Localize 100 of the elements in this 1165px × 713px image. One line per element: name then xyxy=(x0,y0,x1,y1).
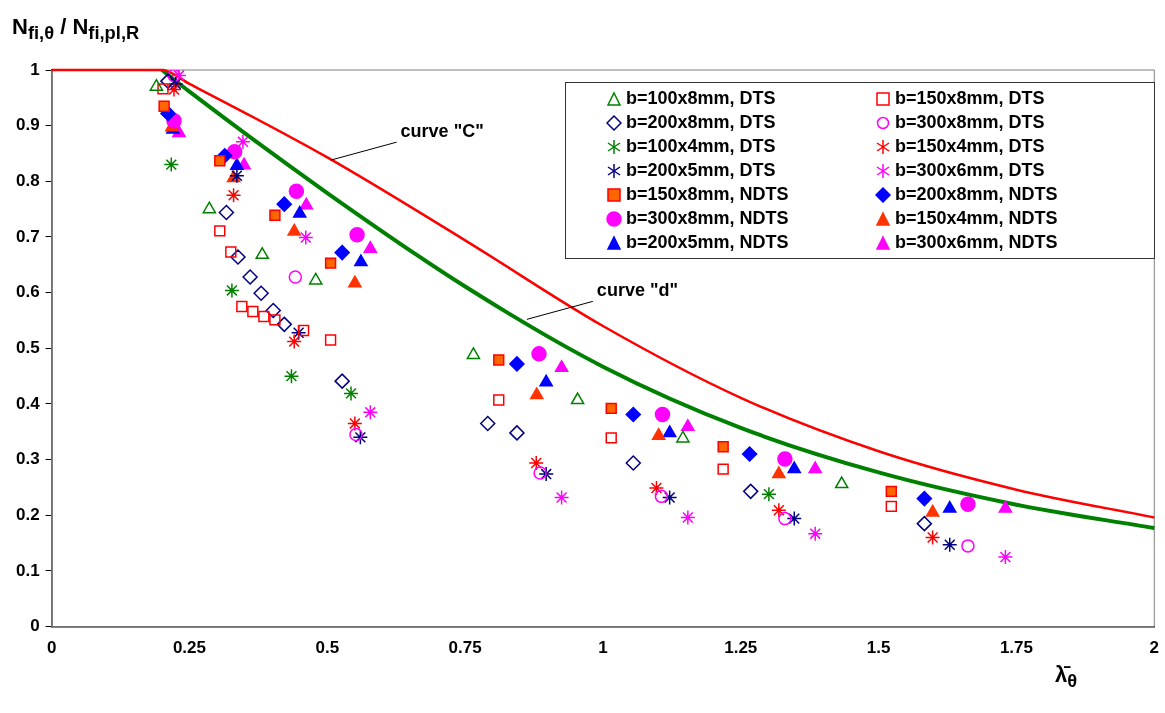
point xyxy=(553,489,570,506)
point xyxy=(651,427,666,440)
point xyxy=(479,415,496,432)
point xyxy=(662,425,677,438)
point xyxy=(276,316,293,333)
legend-label: b=200x8mm, NDTS xyxy=(895,183,1058,206)
point xyxy=(680,509,696,526)
point xyxy=(292,205,307,218)
point xyxy=(717,463,729,475)
y-tick-label: 0.5 xyxy=(15,337,40,357)
legend-label: b=100x8mm, DTS xyxy=(626,87,776,110)
point xyxy=(242,269,258,285)
point xyxy=(255,247,270,260)
point xyxy=(777,451,793,467)
point xyxy=(258,310,270,323)
x-tick-label: 0 xyxy=(46,638,57,658)
y-tick-label: 0.6 xyxy=(15,282,40,302)
point xyxy=(808,461,823,474)
point xyxy=(235,134,251,150)
y-tick-label: 0.1 xyxy=(15,560,40,580)
point xyxy=(230,249,246,265)
legend-label: b=200x5mm, DTS xyxy=(626,159,776,182)
point xyxy=(605,432,617,444)
point xyxy=(531,346,547,362)
point xyxy=(283,368,300,384)
y-axis-title: N$_{fi,θ}$ / N$_{fi,pl,R}$ xyxy=(12,14,140,45)
point xyxy=(554,360,569,373)
legend-label: b=300x6mm, DTS xyxy=(895,159,1045,182)
point xyxy=(343,385,359,402)
point xyxy=(334,244,350,261)
point xyxy=(742,483,759,500)
point xyxy=(778,511,792,526)
point xyxy=(924,529,941,546)
point xyxy=(288,183,305,200)
point xyxy=(247,305,259,318)
point xyxy=(157,83,169,95)
y-tick-label: 0.2 xyxy=(15,504,40,524)
x-axis-title: λ̄$_{θ}$ xyxy=(1055,662,1078,693)
y-tick-label: 0.3 xyxy=(15,449,40,469)
x-tick-label: 2 xyxy=(1149,638,1160,658)
legend-label: b=150x4mm, NDTS xyxy=(895,207,1058,230)
point xyxy=(352,429,369,446)
point xyxy=(885,485,897,498)
x-tick-label: 0.5 xyxy=(315,638,340,658)
point xyxy=(354,254,368,267)
point xyxy=(538,466,554,482)
point xyxy=(225,187,242,203)
point xyxy=(324,257,337,269)
point xyxy=(214,225,226,237)
point xyxy=(961,539,975,553)
point xyxy=(605,402,617,415)
point xyxy=(741,446,758,462)
point xyxy=(997,549,1014,565)
point xyxy=(229,168,245,184)
point xyxy=(334,373,350,389)
point xyxy=(761,486,777,502)
legend-label: b=150x4mm, DTS xyxy=(895,135,1045,158)
point xyxy=(160,73,176,89)
point xyxy=(654,489,669,504)
point xyxy=(654,406,671,423)
point xyxy=(224,282,240,299)
point xyxy=(299,197,314,210)
y-tick-label: 0.4 xyxy=(15,393,41,413)
x-tick-label: 1.25 xyxy=(724,638,758,658)
point xyxy=(287,223,302,236)
point xyxy=(158,100,170,112)
point xyxy=(787,461,802,474)
point xyxy=(772,466,786,479)
x-tick-label: 0.25 xyxy=(172,638,207,658)
point xyxy=(925,504,940,517)
point xyxy=(298,229,314,246)
point xyxy=(349,227,365,243)
point xyxy=(288,270,303,284)
point xyxy=(717,441,729,453)
point xyxy=(998,500,1013,513)
point xyxy=(493,394,505,406)
point xyxy=(253,285,269,301)
point xyxy=(528,455,544,471)
annotation: curve "C" xyxy=(400,121,484,142)
legend-label: b=200x5mm, NDTS xyxy=(626,231,789,254)
point xyxy=(363,240,378,253)
x-tick-label: 1.5 xyxy=(866,638,891,658)
point xyxy=(269,209,281,221)
point xyxy=(297,324,310,337)
legend-label: b=300x6mm, NDTS xyxy=(895,231,1058,254)
point xyxy=(166,81,182,98)
point xyxy=(533,466,547,480)
legend-label: b=300x8mm, NDTS xyxy=(626,207,789,230)
x-tick-label: 1 xyxy=(598,638,608,658)
y-tick-label: 0.8 xyxy=(15,171,40,191)
point xyxy=(834,476,849,489)
point xyxy=(167,70,181,83)
point xyxy=(163,156,180,173)
point xyxy=(236,300,248,313)
point xyxy=(941,537,958,553)
point xyxy=(269,314,281,326)
point xyxy=(570,392,585,405)
point xyxy=(308,272,323,285)
point xyxy=(493,354,505,366)
point xyxy=(149,78,164,91)
